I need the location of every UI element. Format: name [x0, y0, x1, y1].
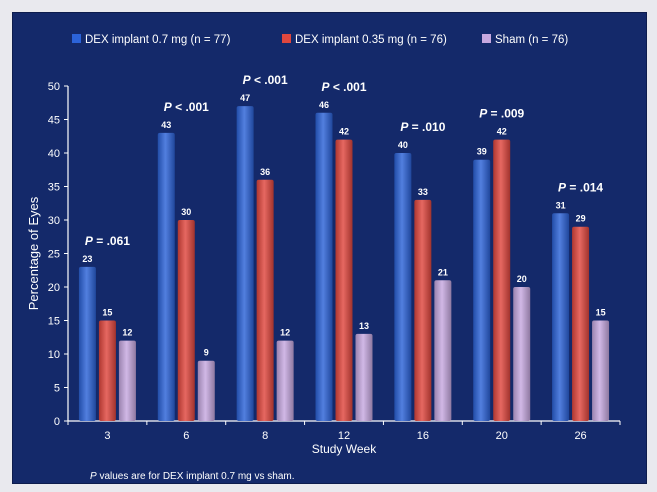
bar-dex-0-35 — [493, 139, 511, 421]
bar-dex-0-35 — [335, 139, 353, 421]
data-label: 23 — [82, 254, 92, 264]
bar-dex-0-7 — [394, 153, 412, 421]
x-tick-label: 12 — [338, 430, 350, 442]
bar-dex-0-7 — [236, 106, 254, 421]
y-tick-label: 35 — [48, 182, 60, 194]
bar-dex-0-35 — [177, 220, 195, 421]
bar-sham — [197, 360, 215, 421]
x-tick-label: 6 — [183, 430, 189, 442]
bar-dex-0-35 — [572, 226, 590, 421]
data-label: 31 — [556, 200, 566, 210]
x-tick-label: 3 — [104, 430, 110, 442]
legend-swatch — [72, 34, 81, 43]
bar-sham — [513, 287, 531, 421]
data-label: 46 — [319, 100, 329, 110]
data-label: 47 — [240, 93, 250, 103]
data-label: 9 — [204, 348, 209, 358]
data-label: 12 — [280, 328, 290, 338]
bar-sham — [434, 280, 452, 421]
y-tick-label: 50 — [48, 81, 60, 93]
footnote: P values are for DEX implant 0.7 mg vs s… — [90, 471, 295, 482]
x-tick-label: 20 — [496, 430, 508, 442]
data-label: 12 — [122, 328, 132, 338]
x-tick-label: 8 — [262, 430, 268, 442]
data-label: 30 — [181, 207, 191, 217]
p-value-label: P < .001 — [164, 100, 209, 114]
data-label: 13 — [359, 321, 369, 331]
data-label: 42 — [339, 127, 349, 137]
y-tick-label: 20 — [48, 282, 60, 294]
bar-dex-0-35 — [256, 179, 274, 421]
data-label: 42 — [497, 127, 507, 137]
data-label: 36 — [260, 167, 270, 177]
legend-label: Sham (n = 76) — [495, 34, 568, 46]
data-label: 39 — [477, 147, 487, 157]
data-label: 15 — [596, 308, 606, 318]
y-axis-title: Percentage of Eyes — [26, 196, 41, 310]
x-tick-label: 26 — [574, 430, 586, 442]
data-label: 21 — [438, 267, 448, 277]
legend-swatch — [482, 34, 491, 43]
y-tick-label: 45 — [48, 115, 60, 127]
bar-dex-0-7 — [552, 213, 570, 421]
data-label: 15 — [102, 308, 112, 318]
legend-swatch — [282, 34, 291, 43]
legend-label: DEX implant 0.35 mg (n = 76) — [295, 34, 447, 46]
bar-dex-0-7 — [157, 132, 175, 421]
y-tick-label: 15 — [48, 316, 60, 328]
bar-sham — [355, 333, 373, 421]
data-label: 33 — [418, 187, 428, 197]
y-tick-label: 30 — [48, 215, 60, 227]
y-tick-label: 25 — [48, 249, 60, 261]
bar-dex-0-35 — [98, 320, 116, 421]
y-tick-label: 10 — [48, 349, 60, 361]
data-label: 43 — [161, 120, 171, 130]
bar-dex-0-7 — [315, 112, 333, 422]
y-tick-label: 5 — [54, 383, 60, 395]
bar-dex-0-7 — [78, 266, 96, 421]
bar-dex-0-7 — [473, 159, 491, 421]
data-label: 29 — [576, 214, 586, 224]
bar-sham — [592, 320, 610, 421]
data-label: 40 — [398, 140, 408, 150]
p-value-label: P = .014 — [558, 180, 603, 194]
bar-dex-0-35 — [414, 199, 432, 421]
y-tick-label: 40 — [48, 148, 60, 160]
legend-label: DEX implant 0.7 mg (n = 77) — [85, 34, 231, 46]
x-tick-label: 16 — [417, 430, 429, 442]
p-value-label: P < .001 — [243, 73, 288, 87]
x-axis-title: Study Week — [312, 442, 377, 456]
y-tick-label: 0 — [54, 416, 60, 428]
bar-sham — [118, 340, 136, 421]
p-value-label: P = .010 — [400, 120, 445, 134]
p-value-label: P = .009 — [479, 107, 524, 121]
bar-sham — [276, 340, 294, 421]
p-value-label: P < .001 — [321, 80, 366, 94]
p-value-label: P = .061 — [85, 234, 130, 248]
data-label: 20 — [517, 274, 527, 284]
